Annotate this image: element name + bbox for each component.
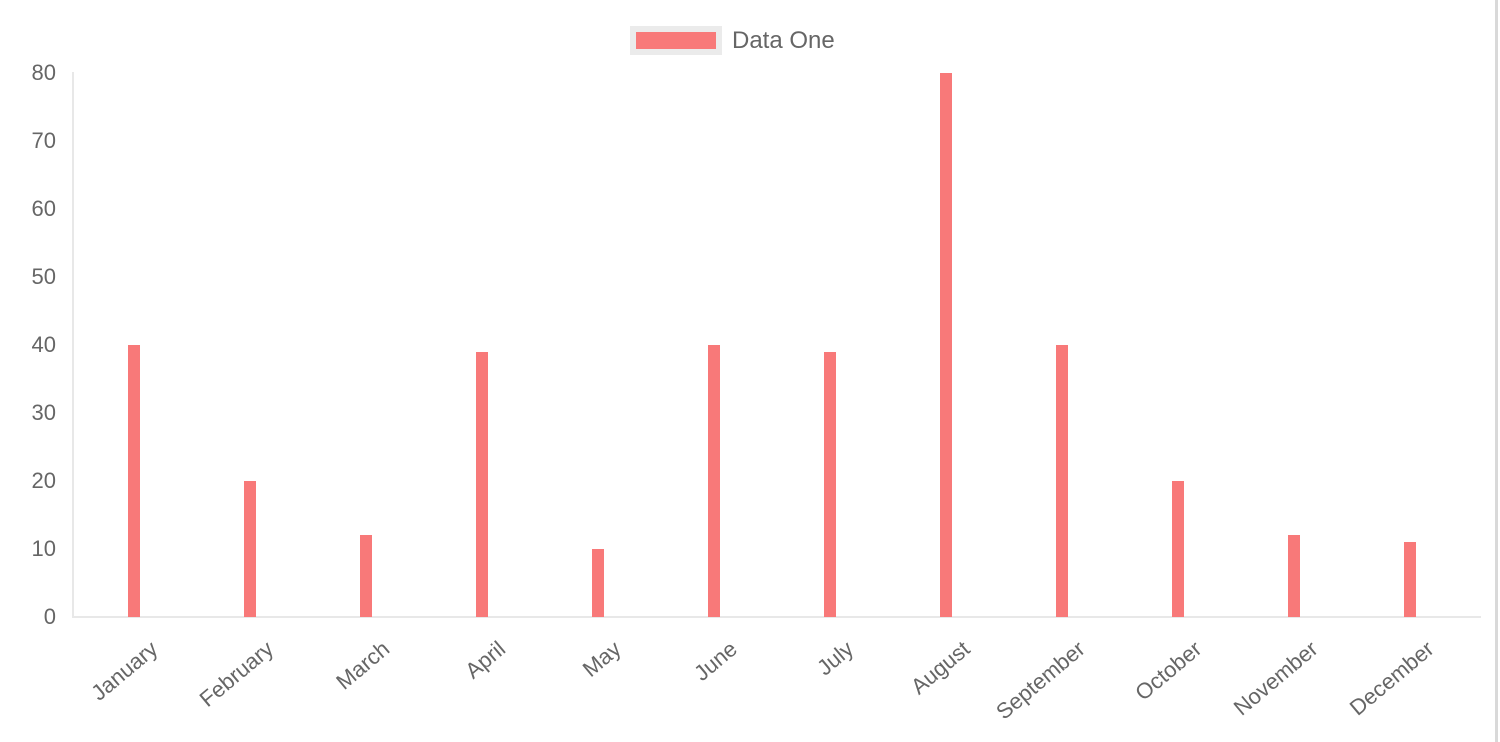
legend-label: Data One xyxy=(732,26,835,54)
y-tick-label: 80 xyxy=(31,60,56,85)
y-tick-label: 10 xyxy=(31,536,56,561)
y-tick-label: 40 xyxy=(31,332,56,357)
bar-january[interactable] xyxy=(128,345,140,617)
bar-june[interactable] xyxy=(708,345,720,617)
x-tick-label: March xyxy=(331,636,395,695)
bar-september[interactable] xyxy=(1056,345,1068,617)
y-tick-label: 30 xyxy=(31,400,56,425)
bar-october[interactable] xyxy=(1172,481,1184,617)
bar-february[interactable] xyxy=(244,481,256,617)
y-tick-label: 70 xyxy=(31,128,56,153)
bar-july[interactable] xyxy=(824,351,836,617)
x-axis-line xyxy=(72,616,1481,618)
x-tick-label: April xyxy=(460,636,511,684)
x-tick-label: June xyxy=(689,636,743,686)
y-axis-line xyxy=(72,72,74,618)
x-tick-label: May xyxy=(578,636,627,682)
bar-march[interactable] xyxy=(360,535,372,617)
y-tick-label: 50 xyxy=(31,264,56,289)
window-edge xyxy=(1495,0,1498,742)
x-tick-label: February xyxy=(194,636,279,712)
bar-may[interactable] xyxy=(592,549,604,617)
y-tick-label: 0 xyxy=(43,604,56,629)
bar-august[interactable] xyxy=(940,73,952,617)
y-tick-label: 20 xyxy=(31,468,56,493)
x-tick-label: October xyxy=(1130,636,1207,706)
x-tick-label: November xyxy=(1228,636,1323,721)
legend-item-data-one[interactable]: Data One xyxy=(630,26,835,55)
legend-swatch xyxy=(630,26,722,55)
bar-december[interactable] xyxy=(1404,542,1416,617)
x-tick-label: September xyxy=(991,636,1091,725)
x-tick-label: August xyxy=(905,636,975,700)
bar-november[interactable] xyxy=(1288,535,1300,617)
x-tick-label: January xyxy=(86,636,163,706)
x-tick-label: July xyxy=(812,636,859,681)
bar-april[interactable] xyxy=(476,351,488,617)
x-tick-label: December xyxy=(1344,636,1439,721)
y-tick-label: 60 xyxy=(31,196,56,221)
